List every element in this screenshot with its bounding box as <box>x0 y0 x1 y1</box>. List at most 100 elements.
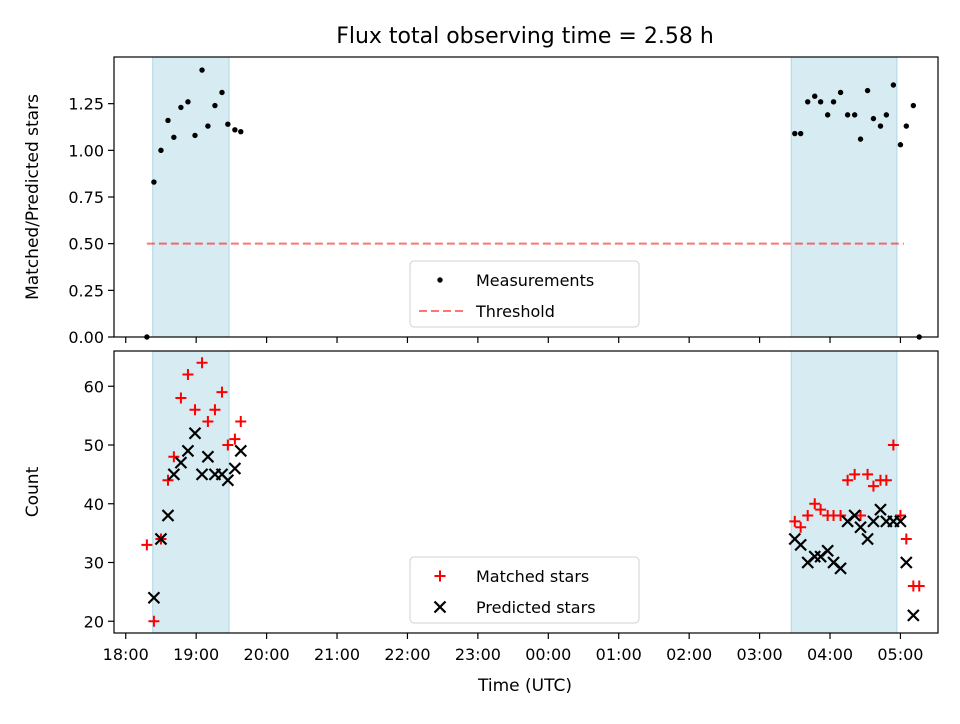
matched-star-point <box>855 510 867 521</box>
y-tick-label: 1.25 <box>68 95 104 114</box>
legend-matched-marker <box>434 570 446 582</box>
x-tick-label: 02:00 <box>666 645 712 664</box>
y-axis-label: Matched/Predicted stars <box>23 94 43 300</box>
x-tick-label: 20:00 <box>244 645 290 664</box>
matched-star-point <box>235 416 247 427</box>
predicted-star-point <box>154 532 168 546</box>
predicted-star-point <box>221 473 235 487</box>
x-tick-label: 18:00 <box>103 645 149 664</box>
matched-star-point <box>202 416 214 427</box>
predicted-star-point <box>195 468 209 481</box>
measurement-point <box>232 127 238 133</box>
x-tick-label: 04:00 <box>807 645 853 664</box>
legend-box <box>409 556 640 624</box>
matched-star-point <box>802 510 814 521</box>
legend-measurement-marker <box>437 277 443 283</box>
measurement-point <box>864 87 871 94</box>
predicted-star-point <box>854 520 867 534</box>
predicted-star-point <box>834 562 847 575</box>
measurement-point <box>219 89 225 96</box>
matched-star-point <box>867 480 879 492</box>
x-tick-label: 00:00 <box>525 645 571 664</box>
x-axis-label: Time (UTC) <box>477 676 572 696</box>
x-tick-label: 01:00 <box>596 645 642 664</box>
matched-star-point <box>815 504 827 516</box>
observing-window <box>152 350 230 634</box>
measurement-point <box>830 99 837 105</box>
y-tick-label: 0.25 <box>68 281 104 300</box>
legend-predicted-marker <box>433 600 447 614</box>
measurement-point <box>903 123 910 129</box>
predicted-star-point <box>234 444 248 458</box>
measurement-point <box>797 130 804 137</box>
predicted-star-point <box>894 515 907 528</box>
predicted-star-point <box>907 609 920 622</box>
measurement-point <box>890 82 897 88</box>
chart-title: Flux total observing time = 2.58 h <box>336 24 714 49</box>
y-tick-label: 20 <box>84 612 104 631</box>
observing-window <box>152 56 230 338</box>
y-axis-label: Count <box>23 466 43 517</box>
y-tick-label: 60 <box>84 377 104 396</box>
predicted-star-point <box>188 426 202 440</box>
x-tick-label: 05:00 <box>877 645 923 664</box>
measurement-point <box>212 102 218 109</box>
measurement-point <box>199 67 205 73</box>
x-tick-label: 03:00 <box>737 645 783 664</box>
matched-star-point <box>168 451 180 463</box>
matched-star-point <box>789 515 801 527</box>
x-tick-label: 19:00 <box>173 645 219 664</box>
measurement-point <box>151 179 157 185</box>
predicted-star-point <box>874 503 887 516</box>
measurement-point <box>851 112 858 118</box>
predicted-star-point <box>848 509 861 522</box>
measurement-point <box>897 142 904 148</box>
measurement-point <box>805 99 811 105</box>
matched-star-point <box>196 357 208 369</box>
predicted-star-point <box>174 456 188 469</box>
predicted-star-point <box>167 468 181 481</box>
matched-star-point <box>162 474 174 486</box>
legend-label: Predicted stars <box>476 598 596 617</box>
matched-star-point <box>880 474 892 486</box>
observing-window <box>790 350 898 634</box>
y-tick-label: 30 <box>84 554 104 573</box>
axes-frame <box>113 350 939 634</box>
matched-star-point <box>795 521 807 533</box>
legend-label: Threshold <box>475 302 555 321</box>
measurement-point <box>910 102 917 109</box>
legend-label: Matched stars <box>476 567 589 586</box>
y-tick-label: 0.50 <box>68 235 104 254</box>
predicted-star-point <box>161 509 175 522</box>
predicted-star-point <box>201 450 215 464</box>
measurement-point <box>844 112 851 118</box>
measurement-point <box>870 115 877 122</box>
predicted-star-point <box>181 444 195 458</box>
legend-label: Measurements <box>476 271 594 290</box>
matched-star-point <box>900 533 912 545</box>
matched-star-point <box>894 510 906 521</box>
measurement-point <box>824 112 831 118</box>
predicted-star-point <box>147 591 161 605</box>
measurement-point <box>877 123 884 129</box>
matched-star-point <box>141 539 153 551</box>
matched-star-point <box>913 580 925 592</box>
y-tick-label: 40 <box>84 495 104 514</box>
legend-box <box>409 260 640 328</box>
x-tick-label: 22:00 <box>384 645 430 664</box>
matched-star-point <box>216 386 228 398</box>
measurement-point <box>171 134 177 140</box>
y-tick-label: 0.75 <box>68 188 104 207</box>
x-tick-label: 23:00 <box>455 645 501 664</box>
matched-star-point <box>209 404 221 416</box>
matched-star-point <box>175 392 187 404</box>
predicted-star-point <box>228 462 242 475</box>
measurement-point <box>165 117 171 124</box>
measurement-point <box>192 132 198 139</box>
predicted-star-point <box>794 538 807 552</box>
y-tick-label: 1.00 <box>68 141 104 160</box>
measurement-point <box>205 123 211 129</box>
matched-star-point <box>229 433 241 445</box>
predicted-star-point <box>867 515 880 528</box>
